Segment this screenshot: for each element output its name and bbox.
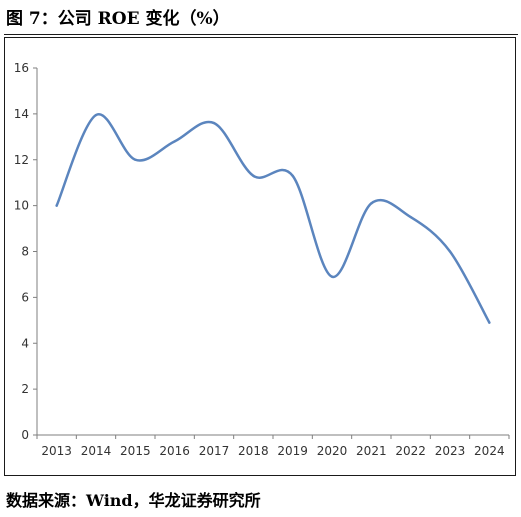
x-tick-label: 2016 <box>159 444 190 458</box>
x-tick-label: 2018 <box>238 444 269 458</box>
y-tick-label: 2 <box>21 382 29 396</box>
y-tick-label: 16 <box>14 61 29 75</box>
y-tick-label: 0 <box>21 428 29 442</box>
roe-data-point <box>409 215 412 219</box>
x-tick-label: 2015 <box>120 444 151 458</box>
roe-data-point <box>173 140 176 143</box>
chart-frame: 0 2 4 6 8 10 12 14 16 2013 2014 2015 2016 2017 2018 201… <box>4 37 516 476</box>
x-tick-label: 2014 <box>81 444 112 458</box>
data-source-note: 数据来源：Wind，华龙证券研究所 <box>6 491 261 510</box>
title-divider <box>4 34 518 35</box>
y-tick-label: 10 <box>14 199 29 213</box>
y-tick-label: 14 <box>14 107 29 121</box>
figure-title: 图 7：公司 ROE 变化（%） <box>6 9 230 29</box>
y-tick-label: 6 <box>21 290 29 304</box>
roe-data-point <box>94 113 98 117</box>
x-tick-label: 2020 <box>317 444 348 458</box>
y-tick-label: 4 <box>21 336 29 350</box>
x-tick-label: 2019 <box>277 444 308 458</box>
roe-data-point <box>212 121 216 125</box>
y-tick-label: 12 <box>14 153 29 167</box>
x-tick-label: 2023 <box>435 444 466 458</box>
roe-data-point <box>370 202 373 205</box>
roe-data-point <box>448 250 452 253</box>
roe-data-point <box>291 174 294 178</box>
roe-series-line <box>55 113 491 324</box>
x-tick-label: 2022 <box>395 444 426 458</box>
x-tick-label: 2017 <box>199 444 230 458</box>
y-tick-label: 8 <box>21 245 29 259</box>
x-tick-label: 2013 <box>41 444 72 458</box>
roe-data-point <box>55 204 58 207</box>
roe-data-point <box>134 158 137 161</box>
roe-data-point <box>488 321 491 324</box>
x-tick-label: 2024 <box>474 444 505 458</box>
x-tick-label: 2021 <box>356 444 387 458</box>
roe-data-point <box>330 275 334 278</box>
roe-line-chart: 0 2 4 6 8 10 12 14 16 2013 2014 2015 2016 2017 2018 201… <box>14 61 510 458</box>
roe-data-point <box>252 174 255 178</box>
